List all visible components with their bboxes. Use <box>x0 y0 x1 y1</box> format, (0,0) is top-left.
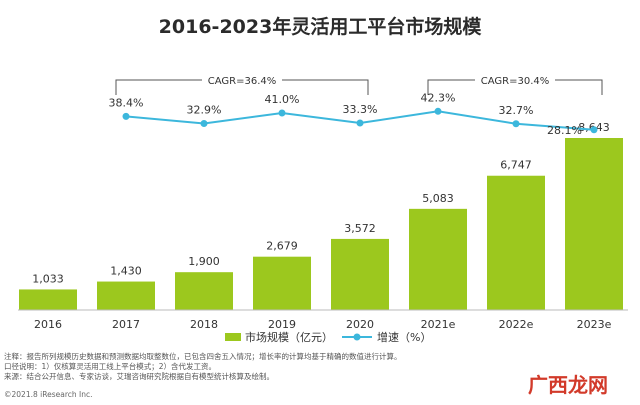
legend-bar-swatch <box>225 333 241 341</box>
bar-value-label-2016: 1,033 <box>32 272 64 285</box>
bar-value-label-2019: 2,679 <box>266 240 298 253</box>
bar-2016 <box>19 289 77 310</box>
cagr-label-2: CAGR=30.4% <box>481 76 550 87</box>
copyright: ©2021.8 iResearch Inc. <box>4 390 92 399</box>
growth-point-2019 <box>278 109 286 117</box>
x-tick-2020: 2020 <box>346 318 374 331</box>
bar-2019 <box>253 256 311 310</box>
cagr-annotations: CAGR=36.4% CAGR=30.4% <box>115 76 603 95</box>
x-tick-2023e: 2023e <box>577 318 612 331</box>
growth-point-2021e <box>434 107 442 115</box>
note-line-2: 口径说明：1）仅核算灵活用工线上平台模式；2）含代发工资。 <box>4 361 216 371</box>
growth-point-2017 <box>122 112 130 120</box>
bar-2021e <box>409 208 467 310</box>
bar-value-label-2018: 1,900 <box>188 255 220 268</box>
growth-label-2023e: 28.1% <box>547 124 582 137</box>
x-tick-2016: 2016 <box>34 318 62 331</box>
bar-value-label-2021e: 5,083 <box>422 192 454 205</box>
x-tick-2021e: 2021e <box>421 318 456 331</box>
cagr-bracket-2 <box>427 79 603 95</box>
bar-2018 <box>175 272 233 310</box>
cagr-bracket-1 <box>115 79 369 95</box>
chart-title: 2016-2023年灵活用工平台市场规模 <box>159 15 483 38</box>
x-tick-2019: 2019 <box>268 318 296 331</box>
growth-label-2019: 41.0% <box>265 93 300 106</box>
growth-point-2022e <box>512 120 520 128</box>
bar-2017 <box>97 281 155 310</box>
growth-point-2018 <box>200 120 208 128</box>
growth-label-2021e: 42.3% <box>421 91 456 104</box>
x-axis-ticks: 2016 2017 2018 2019 2020 2021e 2022e 2023e <box>34 318 612 331</box>
growth-label-2017: 38.4% <box>109 96 144 109</box>
bar-2020 <box>331 238 389 310</box>
growth-label-2020: 33.3% <box>343 103 378 116</box>
bar-value-label-2022e: 6,747 <box>500 159 532 172</box>
growth-point-2023e <box>590 126 598 134</box>
note-line-1: 注释：报告所列规模历史数据和预测数据均取整数位，已包含四舍五入情况；增长率的计算… <box>4 351 402 361</box>
bar-value-label-2020: 3,572 <box>344 222 376 235</box>
growth-line-series: 38.4% 32.9% 41.0% 33.3% 42.3% 32.7% 28.1% <box>109 91 598 137</box>
x-tick-2018: 2018 <box>190 318 218 331</box>
note-line-3: 来源：结合公开信息、专家访谈，艾瑞咨询研究院根据自有模型统计核算及绘制。 <box>4 371 274 381</box>
legend: 市场规模（亿元） 增速（%） <box>225 330 431 344</box>
growth-label-2022e: 32.7% <box>499 104 534 117</box>
watermark-text: 广西龙网 <box>528 373 608 397</box>
cagr-label-1: CAGR=36.4% <box>208 76 277 87</box>
growth-label-2018: 32.9% <box>187 104 222 117</box>
growth-point-2020 <box>356 119 364 127</box>
legend-line-marker <box>353 333 361 341</box>
bar-2022e <box>487 175 545 310</box>
legend-bar-label: 市场规模（亿元） <box>245 330 333 344</box>
x-tick-2022e: 2022e <box>499 318 534 331</box>
bar-value-label-2017: 1,430 <box>110 265 142 278</box>
x-tick-2017: 2017 <box>112 318 140 331</box>
legend-line-label: 增速（%） <box>377 330 431 344</box>
bar-2023e <box>565 138 623 310</box>
